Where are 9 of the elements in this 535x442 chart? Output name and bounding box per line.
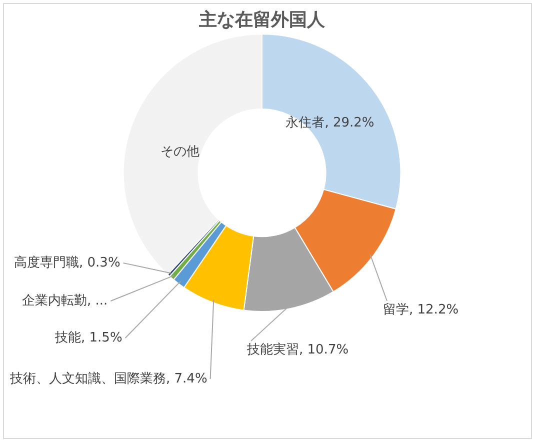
chart-title: 主な在留外国人 — [198, 9, 326, 30]
slice-label: 高度専門職, 0.3% — [14, 254, 120, 270]
slice-label: 留学, 12.2% — [383, 302, 459, 318]
slice-label: 永住者, 29.2% — [286, 114, 374, 130]
slice-label: その他 — [160, 144, 200, 160]
slice-label: 技能実習, 10.7% — [246, 341, 349, 358]
slice-label: 技術、人文知識、国際業務, 7.4% — [9, 371, 208, 386]
slice-label: 技能, 1.5% — [54, 330, 122, 346]
slice-label: 企業内転勤, ... — [22, 293, 108, 308]
